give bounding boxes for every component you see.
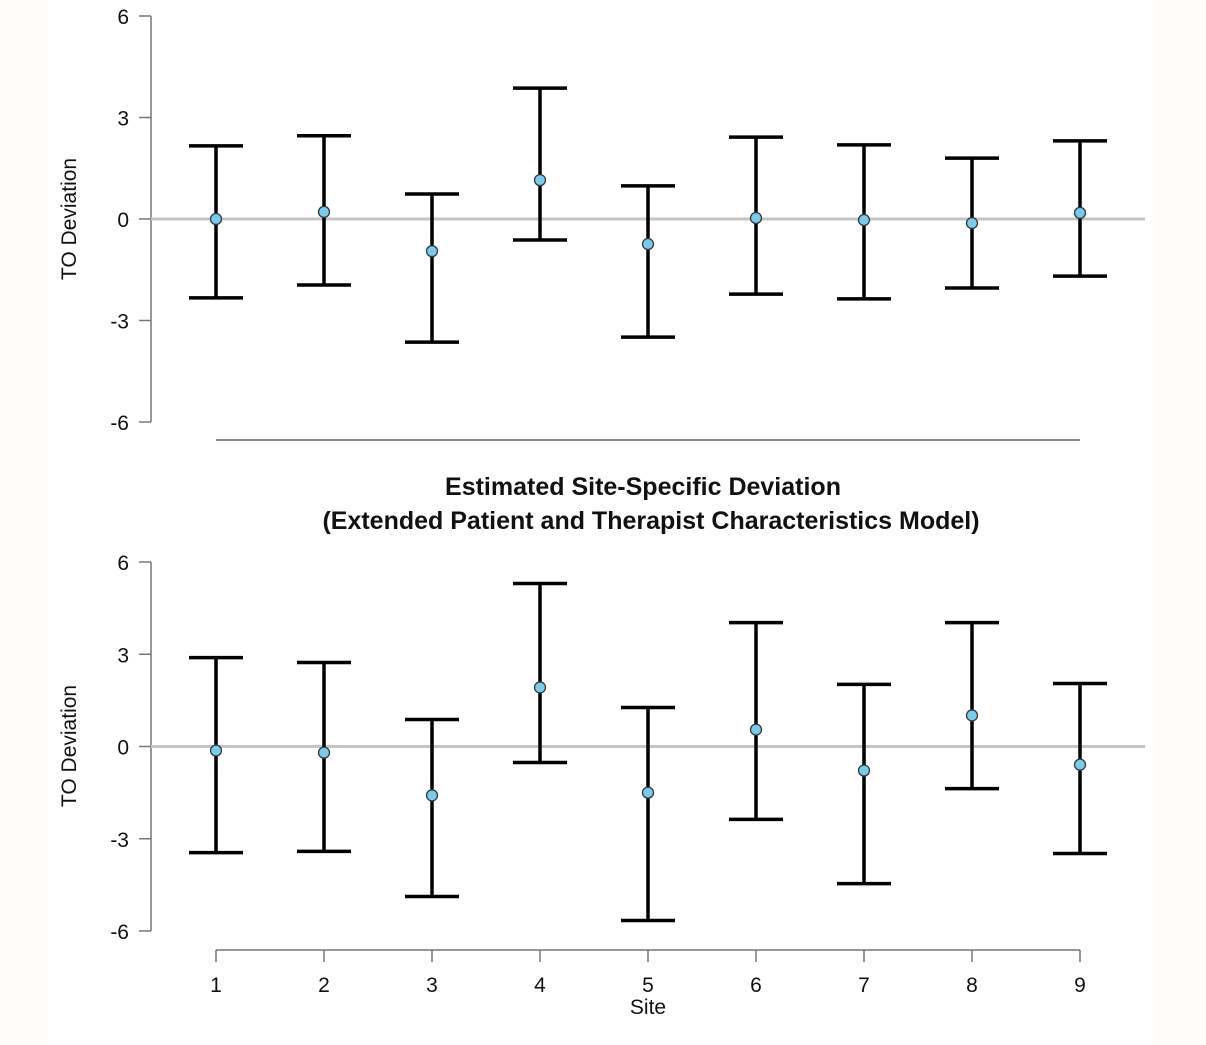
errorbar-site-1 <box>189 655 243 855</box>
x-tick-label: 2 <box>318 974 330 997</box>
x-tick-label: 1 <box>210 974 222 997</box>
chart-title-line-2: (Extended Patient and Therapist Characte… <box>322 507 979 535</box>
errorbar-site-6 <box>729 135 783 296</box>
y-tick-label: -3 <box>110 311 129 334</box>
y-tick-label: -6 <box>110 412 129 435</box>
x-tick-label: 5 <box>642 974 654 997</box>
chart-title-line-1: Estimated Site-Specific Deviation <box>445 473 841 501</box>
estimate-point <box>749 211 763 225</box>
bottom-panel: TO Deviation Site 6 3 0 -3 -6 1 2 3 4 5 6 7 8 9 <box>58 552 1145 1019</box>
estimate-point <box>209 744 223 757</box>
estimate-point <box>1073 206 1087 220</box>
x-tick-label: 4 <box>534 974 546 997</box>
top-panel: TO Deviation 6 3 0 -3 -6 <box>58 6 1145 435</box>
x-tick-label: 8 <box>966 974 978 997</box>
errorbar-site-9 <box>1053 681 1107 856</box>
estimate-point <box>857 764 871 777</box>
errorbar-site-4 <box>513 581 567 765</box>
top-y-axis-title: TO Deviation <box>58 158 81 280</box>
x-tick-label: 7 <box>858 974 870 997</box>
errorbar-site-3 <box>405 192 459 344</box>
y-tick-label: -6 <box>110 921 129 944</box>
estimate-point <box>965 709 979 722</box>
x-tick-label: 9 <box>1074 974 1086 997</box>
y-tick-label: 0 <box>117 737 129 760</box>
errorbar-site-9 <box>1053 139 1107 278</box>
y-tick-label: 0 <box>117 209 129 232</box>
y-tick-label: 6 <box>117 552 129 575</box>
errorbar-site-6 <box>729 620 783 822</box>
x-tick-label: 6 <box>750 974 762 997</box>
estimate-point <box>749 723 763 736</box>
errorbar-site-1 <box>189 144 243 300</box>
y-tick-label: 3 <box>117 108 129 131</box>
estimate-point <box>209 212 223 226</box>
errorbar-site-8 <box>945 620 999 791</box>
estimate-point <box>641 786 655 799</box>
errorbar-site-4 <box>513 86 567 242</box>
errorbar-site-7 <box>837 682 891 886</box>
figure-background <box>48 0 1154 1045</box>
estimate-point <box>317 746 331 759</box>
estimate-point <box>317 205 331 219</box>
x-tick-label: 3 <box>426 974 438 997</box>
errorbar-site-5 <box>621 184 675 339</box>
estimate-point <box>1073 758 1087 771</box>
estimate-point <box>533 681 547 694</box>
estimate-point <box>965 216 979 230</box>
errorbar-site-5 <box>621 705 675 923</box>
errorbar-site-2 <box>297 660 351 854</box>
y-tick-label: 3 <box>117 644 129 667</box>
errorbar-site-2 <box>297 134 351 287</box>
bottom-y-axis-title: TO Deviation <box>58 685 81 807</box>
y-tick-label: 6 <box>117 6 129 29</box>
estimate-point <box>641 237 655 251</box>
errorbar-site-7 <box>837 143 891 301</box>
estimate-point <box>425 244 439 258</box>
estimate-point <box>857 213 871 227</box>
estimate-point <box>425 789 439 802</box>
estimate-point <box>533 173 547 187</box>
y-tick-label: -3 <box>110 829 129 852</box>
x-axis-title: Site <box>630 996 666 1019</box>
errorbar-site-8 <box>945 156 999 290</box>
errorbar-site-3 <box>405 717 459 899</box>
